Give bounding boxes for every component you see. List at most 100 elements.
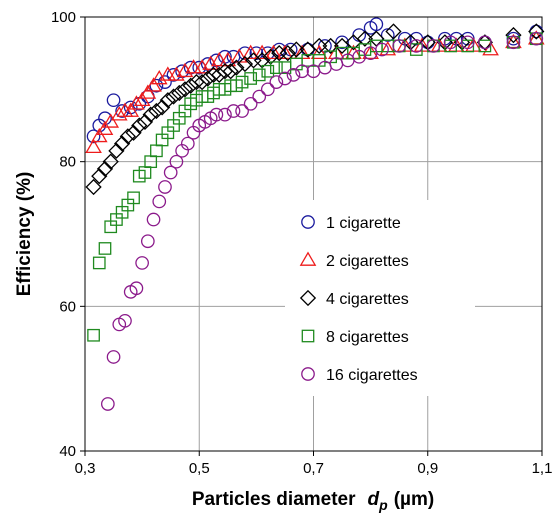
- data-point: [148, 102, 165, 120]
- y-tick-label: 100: [51, 9, 76, 26]
- data-point: [165, 88, 182, 105]
- x-axis-title-main: Particles diameter: [192, 489, 356, 510]
- data-point: [127, 191, 140, 205]
- data-point: [180, 136, 195, 151]
- x-axis-title-unit: (µm): [394, 489, 435, 510]
- axis-ticks: [80, 16, 543, 456]
- data-point: [311, 37, 328, 55]
- data-point: [279, 45, 296, 62]
- data-point: [506, 35, 521, 50]
- data-point: [86, 129, 101, 144]
- data-point: [209, 107, 224, 122]
- data-point: [98, 242, 112, 255]
- data-point: [295, 64, 309, 79]
- data-point: [226, 104, 241, 118]
- data-point: [271, 45, 288, 62]
- data-point: [96, 120, 114, 135]
- data-point: [460, 35, 475, 50]
- data-point: [102, 113, 120, 128]
- data-point: [119, 128, 136, 145]
- data-point: [270, 61, 283, 74]
- data-point: [310, 44, 328, 60]
- data-point: [528, 23, 545, 40]
- x-axis-title: Particles diameter dp (µm): [192, 489, 434, 513]
- data-point: [210, 51, 228, 67]
- data-point: [278, 71, 292, 86]
- data-point: [139, 84, 157, 99]
- data-point: [322, 37, 339, 55]
- data-point: [85, 178, 102, 196]
- data-point: [118, 313, 132, 328]
- data-point: [529, 24, 544, 39]
- data-point: [152, 194, 167, 209]
- data-point: [409, 39, 424, 53]
- data-point: [222, 63, 239, 80]
- data-point: [125, 124, 142, 141]
- data-point: [87, 328, 100, 342]
- x-tick-label: 0,5: [189, 460, 210, 477]
- x-tick-label: 1,1: [532, 460, 553, 477]
- data-point: [133, 91, 151, 107]
- data-point: [163, 165, 178, 180]
- data-point: [129, 281, 144, 296]
- data-point: [114, 135, 131, 152]
- data-point: [236, 55, 254, 73]
- x-axis-title-symbol: d: [368, 489, 380, 510]
- data-point: [369, 17, 384, 32]
- data-point: [169, 154, 184, 169]
- data-point: [96, 160, 114, 178]
- data-point: [92, 256, 106, 270]
- legend-marker: [301, 329, 315, 343]
- legend-marker: [299, 251, 317, 266]
- data-point: [375, 42, 389, 57]
- x-axis-title-subscript: p: [378, 497, 388, 513]
- y-tick-label: 40: [59, 443, 76, 460]
- data-point: [106, 350, 121, 364]
- legend-marker: [301, 367, 315, 381]
- x-tick-label: 0,3: [75, 460, 96, 477]
- data-point: [90, 127, 108, 143]
- data-point: [218, 107, 232, 122]
- data-point: [102, 153, 119, 170]
- data-point: [505, 26, 522, 44]
- data-point: [286, 68, 301, 82]
- data-point: [153, 99, 171, 116]
- data-point: [166, 68, 181, 82]
- data-point: [335, 35, 349, 50]
- legend-label: 1 cigarette: [326, 215, 401, 232]
- data-point: [219, 51, 237, 67]
- y-axis-title: Efficiency (%): [14, 172, 35, 297]
- data-point: [158, 180, 172, 194]
- data-point: [260, 82, 275, 97]
- legend-label: 4 cigarettes: [326, 291, 409, 308]
- data-point: [108, 142, 125, 159]
- data-point: [149, 78, 164, 93]
- data-point: [159, 66, 177, 81]
- data-points: [85, 17, 545, 411]
- data-point: [142, 106, 159, 123]
- data-point: [146, 212, 161, 227]
- legend-marker: [299, 289, 317, 307]
- data-point: [245, 52, 262, 69]
- data-point: [269, 75, 284, 89]
- legend-label: 2 cigarettes: [326, 253, 409, 270]
- legend-marker: [301, 215, 315, 229]
- data-point: [265, 44, 282, 60]
- data-point: [159, 92, 176, 109]
- data-point: [379, 41, 397, 56]
- series-5: [101, 31, 544, 411]
- data-point: [128, 95, 145, 110]
- data-point: [158, 75, 172, 89]
- data-point: [478, 35, 492, 50]
- data-point: [101, 397, 115, 411]
- x-tick-label: 0,7: [303, 460, 324, 477]
- data-point: [252, 68, 266, 82]
- data-point: [192, 60, 207, 75]
- legend-label: 8 cigarettes: [326, 329, 409, 346]
- data-point: [136, 113, 154, 131]
- data-point: [145, 77, 162, 92]
- data-point: [529, 31, 544, 46]
- data-point: [242, 44, 259, 60]
- data-point: [135, 256, 149, 270]
